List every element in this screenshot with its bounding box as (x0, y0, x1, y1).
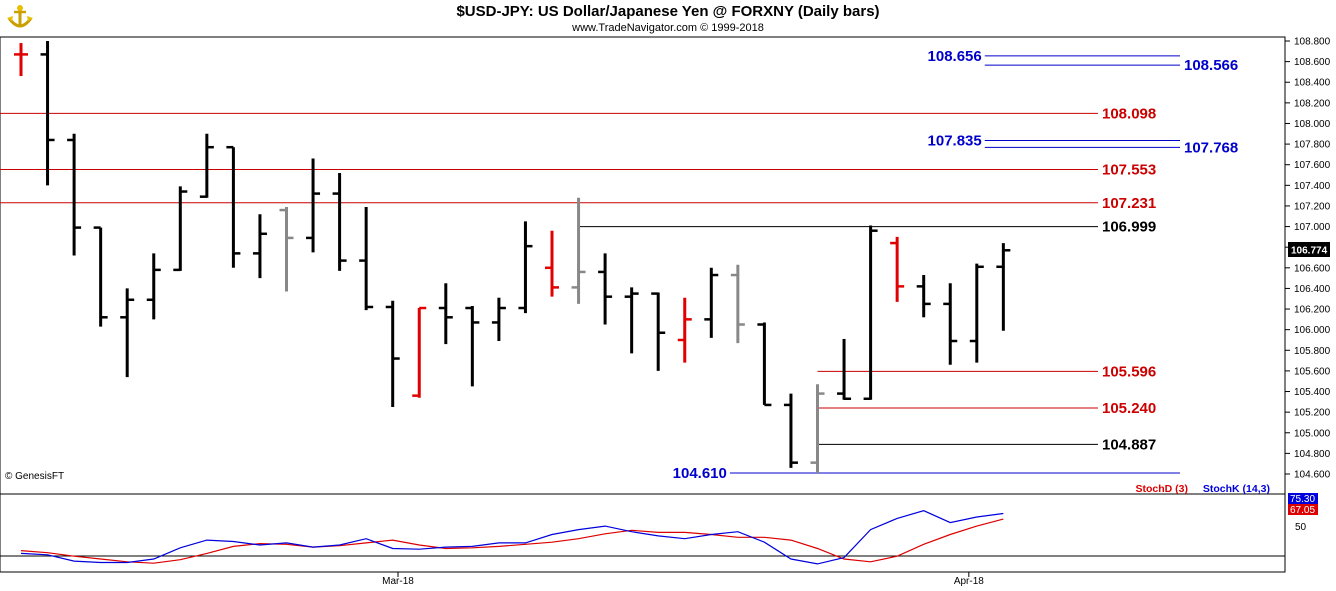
stoch-k-line (20, 510, 1004, 565)
stoch-d-last-box (1288, 504, 1318, 515)
ohlc-bar (93, 226, 108, 327)
y-tick-label: 105.800 (1294, 346, 1331, 357)
y-tick-label: 105.600 (1294, 366, 1331, 377)
ohlc-bar (40, 41, 55, 186)
y-tick-label: 104.600 (1294, 470, 1331, 481)
ohlc-bar (943, 283, 958, 365)
ohlc-bar (783, 393, 798, 468)
ohlc-bar (252, 214, 267, 279)
ohlc-bar (146, 253, 161, 320)
y-tick-label: 106.600 (1294, 263, 1331, 274)
ohlc-bar (704, 267, 719, 338)
y-tick-label: 107.600 (1294, 160, 1331, 171)
x-tick-label: Apr-18 (954, 576, 984, 587)
level-label: 104.610 (673, 465, 727, 482)
ohlc-bars (14, 41, 1011, 473)
tradenavigator-logo-icon (5, 4, 35, 32)
ohlc-bar (863, 225, 878, 400)
ohlc-bar (916, 275, 931, 318)
last-price-label: 106.774 (1291, 246, 1328, 257)
y-tick-label: 108.800 (1294, 37, 1331, 48)
chart-title: $USD-JPY: US Dollar/Japanese Yen @ FORXN… (456, 3, 880, 20)
ohlc-bar (651, 292, 666, 371)
ohlc-bar (837, 338, 852, 400)
ohlc-bar (359, 206, 374, 311)
ohlc-bar (757, 322, 772, 407)
ohlc-bar (677, 297, 692, 363)
level-label: 105.240 (1102, 400, 1156, 417)
y-tick-label: 106.400 (1294, 284, 1331, 295)
date-axis: Mar-18 Apr-18 (382, 572, 984, 587)
y-tick-label: 104.800 (1294, 449, 1331, 460)
y-tick-label: 105.000 (1294, 428, 1331, 439)
ohlc-bar (279, 206, 294, 292)
stochastic-lines (20, 510, 1004, 565)
ohlc-bar (306, 158, 321, 253)
y-tick-label: 107.400 (1294, 181, 1331, 192)
ohlc-bar (996, 243, 1011, 331)
ohlc-bar (545, 230, 559, 297)
stoch-k-last-label: 75.30 (1290, 494, 1315, 505)
copyright-label: © GenesisFT (5, 471, 64, 482)
y-tick-label: 108.200 (1294, 98, 1331, 109)
ohlc-bar (491, 297, 506, 342)
level-label: 108.098 (1102, 105, 1156, 122)
y-tick-label: 108.000 (1294, 119, 1331, 130)
ohlc-bar (67, 133, 82, 256)
level-label: 107.768 (1184, 139, 1238, 156)
ohlc-bar (199, 133, 214, 198)
ohlc-bar (385, 300, 400, 407)
legend-stoch-k: StochK (14,3) (1203, 483, 1270, 495)
ohlc-bar (465, 305, 480, 387)
title-bar: $USD-JPY: US Dollar/Japanese Yen @ FORXN… (0, 0, 1336, 38)
level-label: 106.999 (1102, 219, 1156, 236)
ohlc-bar (571, 197, 586, 304)
price-levels: 108.656 108.566 108.098 107.835 107.768 107.5… (0, 48, 1238, 482)
ohlc-bar (226, 145, 241, 268)
ohlc-bar (624, 287, 639, 354)
chart-subtitle: www.TradeNavigator.com © 1999-2018 (572, 22, 764, 34)
y-tick-label: 107.200 (1294, 201, 1331, 212)
level-label: 105.596 (1102, 363, 1156, 380)
level-label: 104.887 (1102, 436, 1156, 453)
level-label: 107.231 (1102, 195, 1156, 212)
ohlc-bar (120, 288, 135, 378)
legend-stoch-d: StochD (3) (1136, 483, 1189, 495)
ohlc-bar (890, 236, 905, 302)
y-tick-label: 107.800 (1294, 140, 1331, 151)
ohlc-bar (518, 221, 533, 314)
stoch-d-line (20, 518, 1004, 564)
ohlc-bar (969, 263, 984, 363)
ohlc-bar (598, 253, 613, 325)
level-label: 107.553 (1102, 162, 1156, 179)
y-tick-label: 105.200 (1294, 408, 1331, 419)
stoch-tick-50: 50 (1295, 522, 1307, 533)
ohlc-bar (332, 172, 347, 271)
last-price-box (1288, 242, 1330, 257)
y-tick-label: 106.000 (1294, 325, 1331, 336)
y-tick-label: 105.400 (1294, 387, 1331, 398)
price-panel (0, 36, 1286, 495)
stoch-d-last-label: 67.05 (1290, 505, 1315, 516)
price-axis: 108.800 108.600 108.400 108.200 108.000 107.8… (1285, 37, 1331, 481)
level-label: 108.656 (928, 48, 982, 65)
level-label: 107.835 (928, 132, 982, 149)
y-tick-label: 106.200 (1294, 305, 1331, 316)
ohlc-bar (14, 43, 28, 77)
stoch-k-last-box (1288, 493, 1318, 504)
ohlc-bar (438, 283, 453, 345)
y-tick-label: 108.600 (1294, 57, 1331, 68)
ohlc-bar (810, 384, 825, 473)
level-label: 108.566 (1184, 57, 1238, 74)
ohlc-bar (730, 264, 745, 344)
y-tick-label: 107.000 (1294, 222, 1331, 233)
x-tick-label: Mar-18 (382, 576, 414, 587)
ohlc-bar (412, 306, 427, 398)
y-tick-label: 108.400 (1294, 78, 1331, 89)
ohlc-bar (173, 186, 188, 272)
